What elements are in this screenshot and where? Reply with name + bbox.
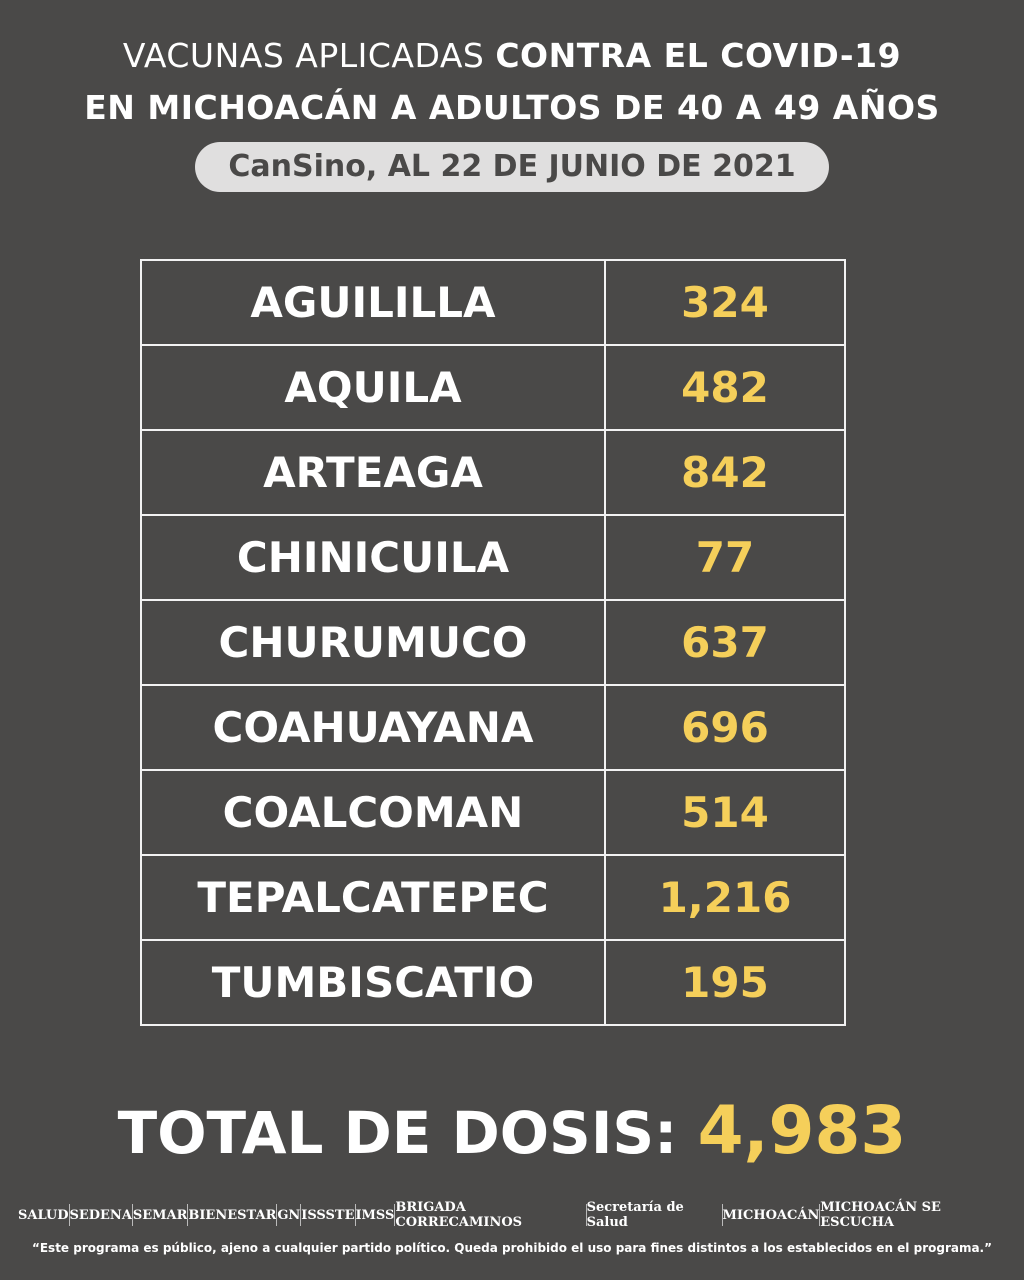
table-row: AQUILA 482: [140, 344, 846, 431]
dosis-cell: 514: [604, 769, 846, 856]
disclaimer: “Este programa es público, ajeno a cualq…: [31, 1241, 993, 1255]
logo-divider: [354, 1204, 356, 1226]
logo-secretar-a-de-salud: Secretaría de Salud: [586, 1200, 684, 1230]
dosis-cell: 77: [604, 514, 846, 601]
logo-divider: [819, 1204, 821, 1226]
page-title: VACUNAS APLICADAS CONTRA EL COVID-19 EN …: [0, 30, 1024, 134]
table-row: CHINICUILA 77: [140, 514, 846, 601]
logo-divider: [187, 1204, 189, 1226]
dosis-cell: 482: [604, 344, 846, 431]
logo-michoac-n: MICHOACÁN: [722, 1207, 820, 1223]
logo-divider: [68, 1204, 70, 1226]
title-line1-bold: CONTRA EL COVID-19: [495, 36, 902, 75]
logo-imss: IMSS: [355, 1207, 395, 1223]
table-row: TUMBISCATIO 195: [140, 939, 846, 1026]
total-doses: TOTAL DE DOSIS: 4,983: [0, 1092, 1024, 1169]
table-row: COALCOMAN 514: [140, 769, 846, 856]
municipio-cell: AGUILILLA: [140, 259, 606, 346]
logo-sedena: SEDENA: [69, 1207, 132, 1223]
logo-divider: [300, 1204, 302, 1226]
table-row: ARTEAGA 842: [140, 429, 846, 516]
logo-michoac-n-se-escucha: MICHOACÁN SE ESCUCHA: [820, 1200, 941, 1230]
logo-issste: ISSSTE: [301, 1207, 355, 1223]
total-value: 4,983: [697, 1092, 907, 1169]
table-row: COAHUAYANA 696: [140, 684, 846, 771]
logo-gn: GN: [277, 1207, 301, 1223]
logo-semar: SEMAR: [132, 1207, 188, 1223]
municipio-cell: AQUILA: [140, 344, 606, 431]
subtitle-badge: CanSino, AL 22 DE JUNIO DE 2021: [195, 142, 829, 192]
municipio-cell: TEPALCATEPEC: [140, 854, 606, 941]
municipio-cell: CHINICUILA: [140, 514, 606, 601]
municipio-cell: COALCOMAN: [140, 769, 606, 856]
table-row: TEPALCATEPEC 1,216: [140, 854, 846, 941]
municipio-cell: ARTEAGA: [140, 429, 606, 516]
dosis-cell: 842: [604, 429, 846, 516]
logo-divider: [585, 1204, 587, 1226]
logo-salud: SALUD: [18, 1207, 69, 1223]
municipio-cell: COAHUAYANA: [140, 684, 606, 771]
title-line1-light: VACUNAS APLICADAS: [122, 36, 496, 75]
vaccine-table: AGUILILLA 324 AQUILA 482 ARTEAGA 842 CHINICUIL…: [140, 259, 846, 1026]
municipio-cell: CHURUMUCO: [140, 599, 606, 686]
dosis-cell: 1,216: [604, 854, 846, 941]
logo-divider: [394, 1204, 396, 1226]
table-row: CHURUMUCO 637: [140, 599, 846, 686]
dosis-cell: 324: [604, 259, 846, 346]
table-row: AGUILILLA 324: [140, 259, 846, 346]
total-label: TOTAL DE DOSIS:: [117, 1099, 698, 1167]
dosis-cell: 195: [604, 939, 846, 1026]
title-line2: EN MICHOACÁN A ADULTOS DE 40 A 49 AÑOS: [84, 88, 940, 127]
municipio-cell: TUMBISCATIO: [140, 939, 606, 1026]
logo-brigada-correcaminos: BRIGADA CORRECAMINOS: [395, 1200, 523, 1230]
dosis-cell: 637: [604, 599, 846, 686]
logo-bienestar: BIENESTAR: [188, 1207, 277, 1223]
logo-divider: [721, 1204, 723, 1226]
logo-divider: [131, 1204, 133, 1226]
dosis-cell: 696: [604, 684, 846, 771]
logo-divider: [276, 1204, 278, 1226]
footer-logos: SALUD SEDENA SEMAR BIENESTAR GN ISSSTE IMSS BRI…: [18, 1200, 1008, 1230]
